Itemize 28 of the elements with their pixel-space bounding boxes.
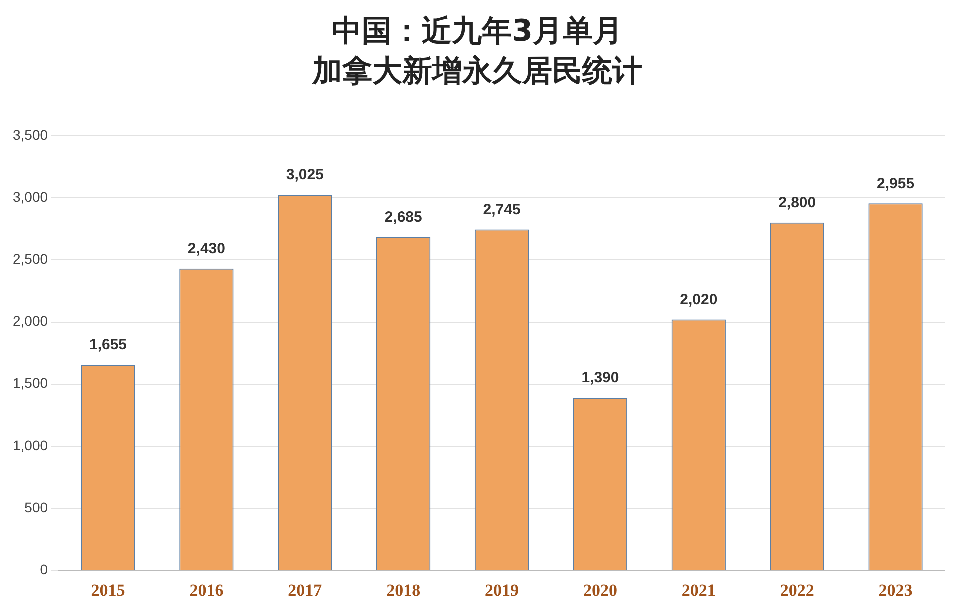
y-tick-label: 2,000 xyxy=(12,313,48,330)
chart-subtitle: 加拿大新增永久居民统计 xyxy=(312,54,642,89)
data-label: 1,655 xyxy=(89,336,128,354)
data-label: 2,685 xyxy=(384,208,422,226)
data-label: 2,020 xyxy=(680,291,718,308)
y-tick-label: 1,500 xyxy=(12,375,48,392)
chart-title: 中国：近九年3月单月 xyxy=(332,14,623,49)
x-tick-label: 2019 xyxy=(485,581,520,600)
x-tick-label: 2022 xyxy=(780,581,814,600)
data-label: 2,955 xyxy=(877,175,915,192)
y-tick-label: 3,500 xyxy=(12,126,48,143)
x-tick-label: 2021 xyxy=(682,581,716,600)
x-tick-label: 2017 xyxy=(288,581,323,600)
data-label: 2,745 xyxy=(483,201,521,218)
x-tick-label: 2018 xyxy=(386,581,421,600)
y-tick-label: 0 xyxy=(40,561,48,578)
x-tick-label: 2016 xyxy=(190,581,224,600)
x-tick-label: 2023 xyxy=(878,581,913,600)
y-tick-label: 3,000 xyxy=(12,188,48,205)
y-tick-label: 2,500 xyxy=(12,251,48,268)
data-label: 1,390 xyxy=(582,370,620,387)
y-tick-label: 500 xyxy=(24,499,48,516)
data-label: 2,800 xyxy=(778,194,816,212)
data-label: 2,430 xyxy=(188,240,226,258)
data-label: 3,025 xyxy=(286,166,324,184)
x-tick-label: 2020 xyxy=(583,581,618,600)
y-tick-label: 1,000 xyxy=(12,437,48,454)
x-tick-label: 2015 xyxy=(91,581,126,600)
